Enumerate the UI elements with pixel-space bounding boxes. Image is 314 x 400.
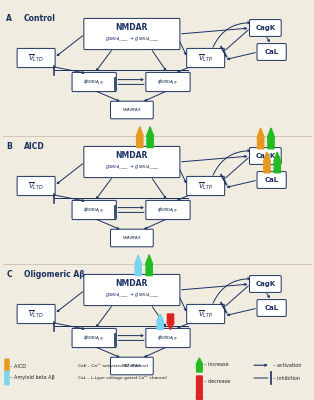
Text: $\phi_{NMDA_{LTP}}$: $\phi_{NMDA_{LTP}}$ xyxy=(157,333,179,343)
Text: – decrease: – decrease xyxy=(204,379,230,384)
Text: AICD: AICD xyxy=(24,142,44,151)
FancyBboxPatch shape xyxy=(257,300,286,316)
FancyBboxPatch shape xyxy=(84,274,180,306)
Text: CagK: CagK xyxy=(255,25,275,31)
Text: – inhibition: – inhibition xyxy=(273,376,300,380)
Text: NMDAR: NMDAR xyxy=(116,151,148,160)
FancyBboxPatch shape xyxy=(72,72,116,92)
FancyBboxPatch shape xyxy=(257,172,286,188)
FancyBboxPatch shape xyxy=(249,276,281,292)
Text: $\phi_{NMDA_{LTD}}$: $\phi_{NMDA_{LTD}}$ xyxy=(84,333,105,343)
Polygon shape xyxy=(167,314,174,330)
Polygon shape xyxy=(268,128,274,149)
FancyBboxPatch shape xyxy=(84,18,180,50)
FancyBboxPatch shape xyxy=(84,146,180,178)
FancyBboxPatch shape xyxy=(17,176,55,196)
Polygon shape xyxy=(136,127,143,148)
Text: CaL – L-type voltage-gated Ca²⁺ channel: CaL – L-type voltage-gated Ca²⁺ channel xyxy=(78,376,167,380)
FancyBboxPatch shape xyxy=(4,359,9,373)
FancyBboxPatch shape xyxy=(146,328,190,348)
FancyBboxPatch shape xyxy=(111,229,153,247)
Text: NMDAR: NMDAR xyxy=(116,23,148,32)
Polygon shape xyxy=(257,128,264,149)
FancyBboxPatch shape xyxy=(17,48,55,68)
Text: A: A xyxy=(6,14,12,23)
Polygon shape xyxy=(135,255,142,276)
Polygon shape xyxy=(146,255,153,276)
FancyBboxPatch shape xyxy=(72,200,116,220)
Polygon shape xyxy=(157,314,164,330)
Polygon shape xyxy=(147,127,154,148)
Text: Oligomeric Aβ: Oligomeric Aβ xyxy=(24,270,84,279)
Text: $g_{NMDA_{GluN2A}}$ + $g_{NMDA_{GluN2B}}$: $g_{NMDA_{GluN2A}}$ + $g_{NMDA_{GluN2B}}… xyxy=(105,290,159,300)
Text: $w_{AMPAR}$: $w_{AMPAR}$ xyxy=(122,106,142,114)
Text: $\phi_{NMDA_{LTD}}$: $\phi_{NMDA_{LTD}}$ xyxy=(84,205,105,215)
Text: $\phi_{NMDA_{LTP}}$: $\phi_{NMDA_{LTP}}$ xyxy=(157,205,179,215)
Text: $w_{AMPAR}$: $w_{AMPAR}$ xyxy=(122,362,142,370)
Text: $\overline{V}_{LTD}$: $\overline{V}_{LTD}$ xyxy=(28,180,44,192)
Text: – AICD: – AICD xyxy=(10,364,26,368)
Text: $g_{NMDA_{GluN2A}}$ + $g_{NMDA_{GluN2B}}$: $g_{NMDA_{GluN2A}}$ + $g_{NMDA_{GluN2B}}… xyxy=(105,162,159,172)
Text: CaK – Ca²⁺ activated K⁺ channel: CaK – Ca²⁺ activated K⁺ channel xyxy=(78,364,149,368)
FancyBboxPatch shape xyxy=(249,148,281,164)
FancyBboxPatch shape xyxy=(187,304,225,324)
FancyBboxPatch shape xyxy=(257,44,286,60)
Text: NMDAR: NMDAR xyxy=(116,279,148,288)
Text: CaL: CaL xyxy=(265,305,279,311)
Text: $\overline{V}_{LTD}$: $\overline{V}_{LTD}$ xyxy=(28,308,44,320)
FancyBboxPatch shape xyxy=(17,304,55,324)
Text: Control: Control xyxy=(24,14,56,23)
Text: $g_{NMDA_{GluN2A}}$ + $g_{NMDA_{GluN2B}}$: $g_{NMDA_{GluN2A}}$ + $g_{NMDA_{GluN2B}}… xyxy=(105,34,159,44)
Polygon shape xyxy=(196,376,203,400)
Text: $\phi_{NMDA_{LTD}}$: $\phi_{NMDA_{LTD}}$ xyxy=(84,77,105,87)
Text: – Amyloid beta Aβ: – Amyloid beta Aβ xyxy=(10,376,55,380)
Text: CaL: CaL xyxy=(265,177,279,183)
Text: $\overline{V}_{LTP}$: $\overline{V}_{LTP}$ xyxy=(198,52,214,64)
Text: – increase: – increase xyxy=(204,362,229,367)
Text: C: C xyxy=(6,270,12,279)
FancyBboxPatch shape xyxy=(4,371,9,385)
Polygon shape xyxy=(274,152,281,173)
FancyBboxPatch shape xyxy=(72,328,116,348)
Text: B: B xyxy=(6,142,12,151)
FancyBboxPatch shape xyxy=(187,176,225,196)
Text: $\overline{V}_{LTD}$: $\overline{V}_{LTD}$ xyxy=(28,52,44,64)
Text: $\overline{V}_{LTP}$: $\overline{V}_{LTP}$ xyxy=(198,180,214,192)
Text: CagK: CagK xyxy=(255,153,275,159)
Text: – activation: – activation xyxy=(273,363,301,368)
Text: $\overline{V}_{LTP}$: $\overline{V}_{LTP}$ xyxy=(198,308,214,320)
Text: $\phi_{NMDA_{LTP}}$: $\phi_{NMDA_{LTP}}$ xyxy=(157,77,179,87)
FancyBboxPatch shape xyxy=(187,48,225,68)
Text: CaL: CaL xyxy=(265,49,279,55)
FancyBboxPatch shape xyxy=(249,20,281,36)
FancyBboxPatch shape xyxy=(146,200,190,220)
Polygon shape xyxy=(196,358,203,372)
FancyBboxPatch shape xyxy=(146,72,190,92)
Text: $w_{AMPAR}$: $w_{AMPAR}$ xyxy=(122,234,142,242)
FancyBboxPatch shape xyxy=(111,357,153,375)
Polygon shape xyxy=(263,152,270,173)
FancyBboxPatch shape xyxy=(111,101,153,119)
Text: CagK: CagK xyxy=(255,281,275,287)
